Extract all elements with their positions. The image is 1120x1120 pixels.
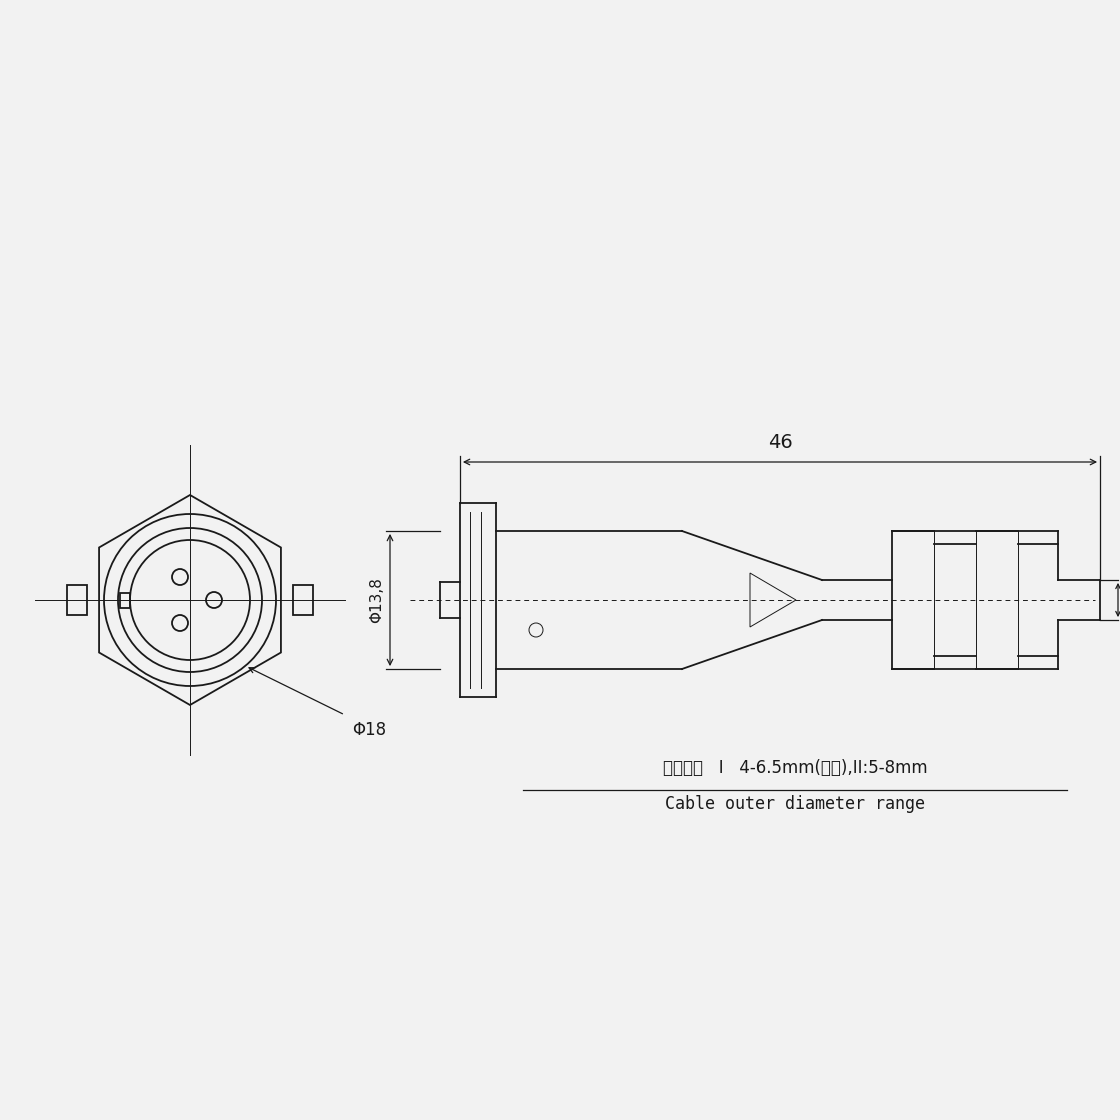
Bar: [120, 592, 130, 607]
Bar: [293, 585, 312, 615]
Text: Φ13,8: Φ13,8: [368, 577, 384, 623]
Bar: [67, 585, 87, 615]
Text: 电缆直径   I   4-6.5mm(不标),II:5-8mm: 电缆直径 I 4-6.5mm(不标),II:5-8mm: [663, 759, 927, 777]
Text: Φ18: Φ18: [352, 721, 386, 739]
Text: 46: 46: [767, 433, 792, 452]
Text: Cable outer diameter range: Cable outer diameter range: [665, 795, 925, 813]
